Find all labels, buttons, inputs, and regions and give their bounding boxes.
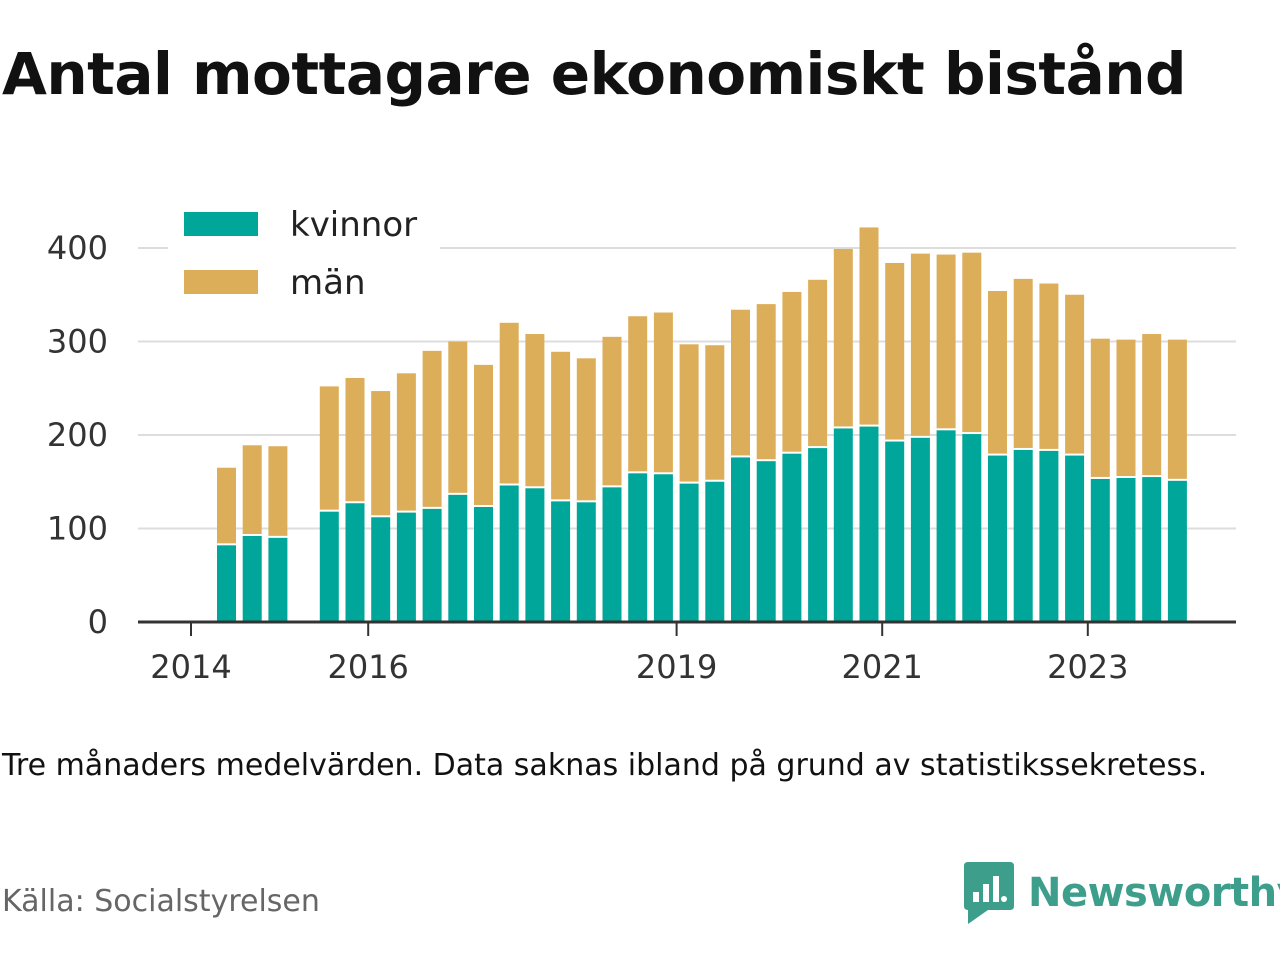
- bar-kvinnor: [474, 506, 493, 622]
- y-axis-ticks: 0 100 200 300 400: [47, 229, 108, 641]
- bar-kvinnor: [1013, 449, 1033, 622]
- bar-kvinnor: [962, 434, 982, 622]
- bar-kvinnor: [679, 483, 699, 622]
- x-tick-label: 2021: [841, 648, 922, 686]
- bar-kvinnor: [808, 448, 828, 622]
- bar-man: [962, 252, 982, 433]
- bar-kvinnor: [705, 481, 725, 622]
- legend-label: kvinnor: [290, 205, 417, 245]
- chart-title: Antal mottagare ekonomiskt bistånd: [2, 40, 1187, 108]
- bar-man: [242, 445, 262, 534]
- bar-kvinnor: [1167, 480, 1187, 622]
- bar-man: [833, 248, 853, 427]
- y-tick-label: 100: [47, 510, 108, 548]
- bar-man: [345, 377, 365, 502]
- bar-kvinnor: [782, 453, 802, 622]
- bar-man: [1167, 339, 1187, 479]
- legend: kvinnor män: [168, 202, 440, 316]
- bar-kvinnor: [1039, 450, 1059, 622]
- legend-swatch: [184, 270, 258, 294]
- bar-kvinnor: [988, 455, 1007, 622]
- source-credit: Källa: Socialstyrelsen: [2, 884, 320, 919]
- bar-kvinnor: [345, 503, 365, 622]
- bar-man: [319, 386, 339, 510]
- bar-kvinnor: [1142, 477, 1162, 622]
- bar-man: [1013, 278, 1033, 448]
- bar-man: [936, 254, 956, 429]
- bar-man: [859, 227, 879, 425]
- bar-kvinnor: [833, 428, 853, 622]
- legend-label: män: [290, 263, 366, 303]
- bar-man: [1090, 338, 1110, 477]
- bar-kvinnor: [731, 457, 750, 622]
- bar-man: [1065, 294, 1085, 454]
- bar-man: [217, 467, 236, 544]
- y-tick-label: 300: [47, 323, 108, 361]
- bar-kvinnor: [396, 512, 416, 622]
- bar-kvinnor: [576, 502, 596, 622]
- newsworthy-logo-icon: [964, 862, 1014, 924]
- x-tick-label: 2014: [150, 648, 231, 686]
- bar-man: [628, 316, 648, 472]
- bar-kvinnor: [551, 501, 571, 622]
- bar-kvinnor: [602, 487, 622, 622]
- bar-kvinnor: [936, 430, 956, 622]
- bar-man: [371, 391, 391, 516]
- bar-kvinnor: [628, 473, 648, 622]
- bar-kvinnor: [1065, 455, 1085, 622]
- bar-kvinnor: [653, 474, 673, 622]
- x-axis-ticks: 2014 2016 2019 2021 2023: [150, 622, 1129, 686]
- bar-kvinnor: [910, 437, 930, 622]
- x-tick-label: 2023: [1047, 648, 1128, 686]
- bar-man: [782, 291, 802, 452]
- y-tick-label: 0: [88, 603, 108, 641]
- bars: [217, 227, 1187, 622]
- x-tick-label: 2019: [636, 648, 717, 686]
- bar-man: [551, 351, 571, 500]
- bar-man: [808, 279, 828, 447]
- bar-kvinnor: [319, 511, 339, 622]
- bar-kvinnor: [1116, 478, 1136, 622]
- legend-swatch: [184, 212, 258, 236]
- brand-logo: Newsworthy: [964, 862, 1280, 924]
- bar-man: [1039, 283, 1059, 449]
- bar-man: [679, 344, 699, 482]
- bar-kvinnor: [242, 535, 262, 622]
- bar-kvinnor: [448, 494, 468, 622]
- bar-man: [499, 322, 519, 484]
- chart-note: Tre månaders medelvärden. Data saknas ib…: [2, 748, 1208, 783]
- bar-man: [705, 345, 725, 480]
- bar-man: [988, 291, 1007, 454]
- bar-kvinnor: [756, 461, 776, 622]
- bar-man: [525, 334, 545, 487]
- bar-kvinnor: [371, 517, 391, 622]
- bar-kvinnor: [859, 426, 879, 622]
- y-tick-label: 200: [47, 416, 108, 454]
- bar-man: [653, 312, 673, 473]
- x-tick-label: 2016: [327, 648, 408, 686]
- bar-man: [1116, 339, 1136, 477]
- brand-name: Newsworthy: [1028, 870, 1280, 916]
- y-tick-label: 400: [47, 229, 108, 267]
- bar-kvinnor: [268, 537, 288, 622]
- bar-man: [576, 358, 596, 501]
- bar-man: [422, 350, 442, 507]
- bar-man: [910, 253, 930, 436]
- bar-man: [396, 373, 416, 511]
- bar-kvinnor: [885, 441, 905, 622]
- bar-kvinnor: [217, 545, 236, 622]
- bar-kvinnor: [525, 488, 545, 622]
- bar-kvinnor: [1090, 478, 1110, 622]
- stacked-bar-chart: 0 100 200 300 400 2014 2016 2019 2021 2023 kvinn…: [47, 202, 1236, 686]
- bar-man: [268, 446, 288, 536]
- bar-man: [602, 336, 622, 486]
- bar-man: [448, 341, 468, 493]
- bar-man: [885, 262, 905, 440]
- bar-kvinnor: [422, 508, 442, 622]
- bar-man: [1142, 334, 1162, 476]
- bar-man: [474, 364, 493, 505]
- bar-kvinnor: [499, 485, 519, 622]
- bar-man: [731, 309, 750, 456]
- bar-man: [756, 304, 776, 460]
